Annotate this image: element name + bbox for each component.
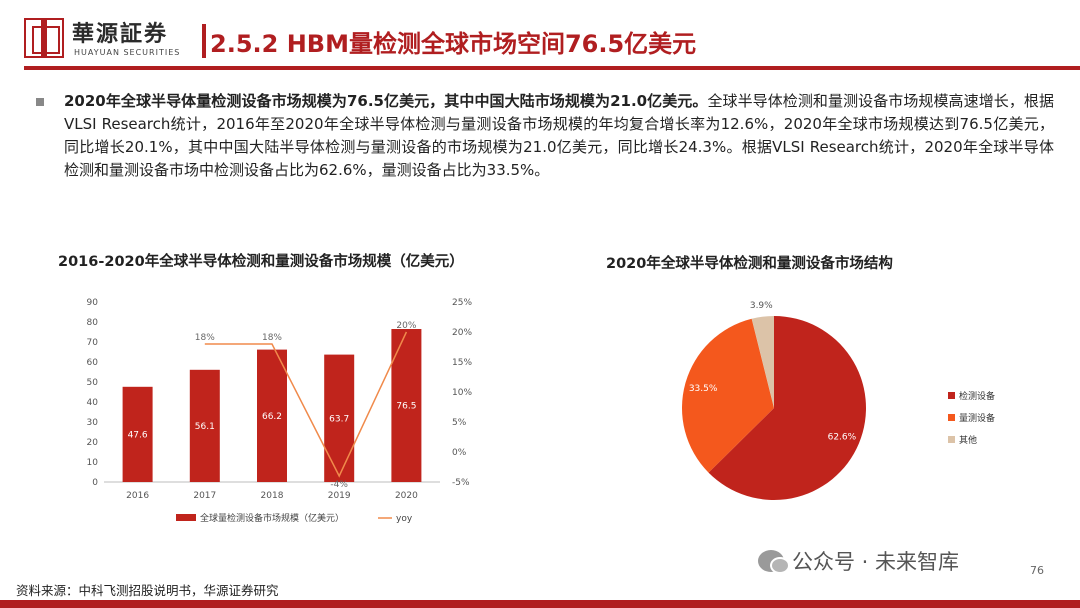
summary-paragraph: 2020年全球半导体量检测设备市场规模为76.5亿美元，其中中国大陆市场规模为2… (64, 90, 1054, 182)
bar-2017 (189, 369, 220, 482)
y-tick-label: 70 (87, 338, 99, 348)
pie-slice-检测设备 (708, 316, 866, 500)
title-accent-bar (202, 24, 206, 58)
x-tick-label: 2018 (261, 491, 284, 501)
legend-swatch (948, 435, 955, 443)
yoy-series: 18% 18% -4% 20% (195, 321, 417, 490)
y2-tick-label: 5% (452, 418, 467, 428)
bar-data-label: 56.1 (195, 422, 215, 432)
pie-slices (682, 316, 866, 500)
watermark-text: 公众号 · 未来智库 (792, 550, 960, 574)
y2-tick-label: 15% (452, 358, 472, 368)
yoy-line (204, 331, 408, 478)
yoy-data-label: -4% (330, 480, 348, 490)
bar-series: 47.6 56.1 66.2 63.7 76.5 (122, 329, 422, 482)
summary-lead: 2020年全球半导体量检测设备市场规模为76.5亿美元，其中中国大陆市场规模为2… (64, 92, 708, 110)
pie-chart-title: 2020年全球半导体检测和量测设备市场结构 (606, 256, 893, 272)
y-tick-label: 0 (92, 478, 98, 488)
source-note: 资料来源：中科飞测招股说明书，华源证券研究 (16, 583, 279, 598)
bar-data-label: 76.5 (396, 402, 416, 412)
y-tick-label: 40 (87, 398, 99, 408)
y-tick-label: 20 (87, 438, 99, 448)
page-number: 76 (1030, 564, 1044, 577)
pie-legend-item: 检测设备 (948, 384, 995, 406)
page-title: 2.5.2 HBM量检测全球市场空间76.5亿美元 (210, 30, 697, 58)
legend-bar-swatch (176, 514, 196, 521)
wechat-watermark: 公众号 · 未来智库 (758, 546, 959, 576)
bar-chart-legend: 全球量检测设备市场规模（亿美元） yoy (176, 512, 413, 524)
pie-value-labels: 62.6% 33.5% 3.9% (689, 301, 857, 443)
legend-bar-label: 全球量检测设备市场规模（亿美元） (200, 512, 344, 524)
yoy-data-label: 18% (195, 333, 215, 343)
pie-slice-其他 (751, 316, 774, 408)
y2-tick-label: 0% (452, 448, 467, 458)
bar-2016 (122, 386, 153, 482)
bar-data-label: 66.2 (262, 412, 282, 422)
legend-line-label: yoy (396, 514, 413, 524)
y2-tick-label: 25% (452, 298, 472, 308)
bar-2018 (257, 349, 287, 482)
pie-legend-item: 量测设备 (948, 406, 995, 428)
pie-legend-item: 其他 (948, 428, 995, 450)
y-tick-label: 80 (87, 318, 99, 328)
yoy-data-label: 18% (262, 333, 282, 343)
legend-swatch (948, 391, 955, 399)
bar-chart-title: 2016-2020年全球半导体检测和量测设备市场规模（亿美元） (58, 254, 464, 270)
right-axis: -5% 0% 5% 10% 15% 20% 25% (452, 298, 472, 488)
footer-divider (0, 600, 1080, 608)
y-tick-label: 10 (87, 458, 99, 468)
left-axis: 0 10 20 30 40 50 60 70 80 90 (87, 298, 99, 488)
pie-value-label: 3.9% (750, 301, 773, 311)
logo-name-en: HUAYUAN SECURITIES (74, 48, 181, 57)
legend-label: 检测设备 (959, 391, 996, 402)
pie-legend: 检测设备量测设备其他 (948, 384, 995, 450)
y-tick-label: 50 (87, 378, 99, 388)
y-tick-label: 30 (87, 418, 99, 428)
y2-tick-label: 20% (452, 328, 472, 338)
square-bullet-icon (36, 98, 44, 106)
summary-body: 全球半导体检测和量测设备市场规模高速增长，根据VLSI Research统计，2… (64, 92, 1054, 179)
pie-value-label: 33.5% (689, 384, 718, 394)
bar-data-label: 63.7 (329, 414, 349, 424)
yoy-data-label: 20% (396, 321, 416, 331)
pie-value-label: 62.6% (828, 432, 857, 442)
y2-tick-label: -5% (452, 478, 470, 488)
wechat-icon (758, 550, 790, 574)
x-tick-label: 2019 (328, 491, 351, 501)
x-tick-label: 2016 (126, 491, 149, 501)
huayuan-logo: 華源証券 HUAYUAN SECURITIES (24, 14, 194, 64)
pie-slice-量测设备 (682, 318, 774, 473)
market-structure-pie: 62.6% 33.5% 3.9% (682, 301, 866, 500)
y2-tick-label: 10% (452, 388, 472, 398)
bar-data-label: 47.6 (128, 430, 148, 440)
x-axis: 2016 2017 2018 2019 2020 (104, 481, 440, 501)
legend-swatch (948, 413, 955, 421)
x-tick-label: 2020 (395, 491, 418, 501)
header-divider (24, 66, 1080, 70)
x-tick-label: 2017 (193, 491, 216, 501)
legend-label: 其他 (959, 435, 978, 446)
y-tick-label: 60 (87, 358, 99, 368)
y-tick-label: 90 (87, 298, 99, 308)
seal-icon (24, 18, 64, 58)
logo-name-cn: 華源証券 (72, 21, 169, 47)
bar-2019 (324, 354, 355, 482)
legend-label: 量测设备 (959, 413, 996, 424)
